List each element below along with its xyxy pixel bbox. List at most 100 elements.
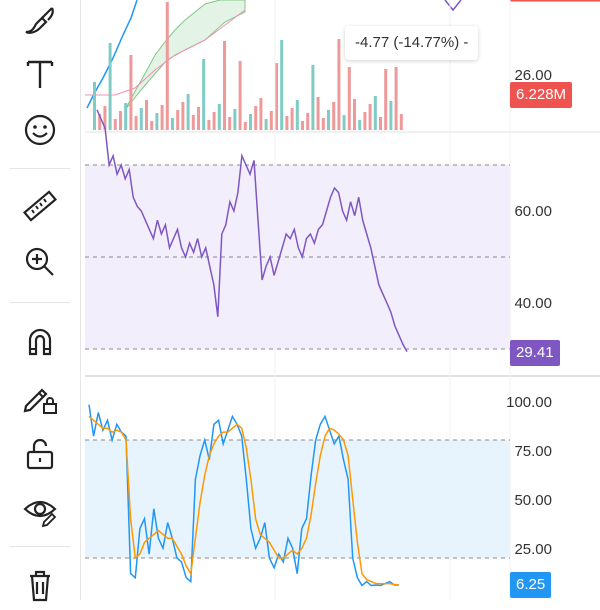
volume-bar [207,120,211,130]
stoch-levels [85,439,510,559]
volume-bar [145,100,148,130]
rsi-axis-label-60: 60.00 [514,203,552,220]
volume-bar [368,104,372,130]
volume-bar [191,115,195,130]
stoch-d-line [88,415,400,586]
ruler-icon [22,190,58,222]
volume-bar [389,101,393,130]
volume-bar [264,119,268,130]
moving-average-line [85,9,246,96]
chart-canvas[interactable] [85,0,600,600]
volume-bar [139,108,143,130]
volume-bar [243,122,247,130]
volume-bar [197,107,200,130]
volume-bar [103,106,107,130]
price-change-label: -4.77 (-14.77%) - [345,26,479,60]
rsi-line [96,109,408,353]
volume-bar [342,115,346,130]
volume-bar [321,118,325,130]
lock-drawing-tool-button[interactable] [14,372,66,424]
stoch-axis-label-75: 75.00 [514,443,552,460]
volume-bar [347,67,351,130]
emoji-tool-button[interactable] [14,104,66,156]
volume-bar [217,104,221,130]
volume-bar [399,114,403,130]
eye-icon [23,500,57,528]
chart-area[interactable]: -4.77 (-14.77%) - 26.00 6.228M 60.00 40.… [85,0,600,600]
stoch-band [85,440,510,558]
volume-bar [316,97,320,130]
volume-bar [269,111,273,130]
volume-bar [202,59,206,130]
delete-tool-button[interactable] [14,558,66,610]
volume-bar [155,113,159,130]
volume-bar [134,116,138,130]
volume-bar [259,98,263,130]
volume-bar [301,121,304,130]
volume-bar [275,63,278,130]
volume-bar [171,118,174,130]
stoch-axis-label-25: 25.00 [514,541,552,558]
toolbar-separator [10,302,70,303]
volume-bar [290,108,294,130]
volume-bar [254,106,258,130]
magnet-icon [28,328,52,356]
visibility-tool-button[interactable] [14,484,66,536]
volume-bar [384,69,388,130]
volume-bar [295,100,299,130]
drawing-toolbar [0,0,81,602]
unlock-icon [26,438,54,470]
volume-bar [108,43,112,130]
volume-bar [233,109,237,130]
volume-bar [93,82,96,130]
unlock-tool-button[interactable] [14,428,66,480]
ichimoku-cloud [124,0,246,111]
volume-bar [113,119,117,130]
volume-bar [249,114,252,130]
brush-tool-button[interactable] [14,0,66,46]
volume-bar [129,55,133,130]
rsi-axis-label-40: 40.00 [514,295,552,312]
volume-bar [176,110,180,130]
ruler-tool-button[interactable] [14,180,66,232]
volume-bar [186,94,190,130]
text-tool-button[interactable] [14,48,66,100]
trash-icon [30,570,50,602]
volume-bar [332,102,336,130]
volume-bars [93,2,403,130]
volume-bar [311,65,315,130]
text-icon [26,60,54,88]
toolbar-separator [10,168,70,169]
magnet-tool-button[interactable] [14,314,66,366]
volume-bar [150,121,154,130]
rsi-value-badge[interactable]: 29.41 [510,340,560,366]
rsi-levels [85,164,510,350]
volume-bar [119,111,122,130]
volume-bar [327,110,330,130]
stoch-axis-label-100: 100.00 [506,394,552,411]
volume-bar [124,103,128,130]
volume-bar [181,102,185,130]
volume-bar [373,96,377,130]
price-axis-label: 26.00 [514,67,552,84]
volume-bar [98,114,102,130]
volume-bar [394,67,398,130]
volume-bar [285,116,289,130]
lock-drawing-icon [23,388,57,414]
stoch-k-line [88,404,399,587]
volume-bar [160,105,164,130]
toolbar-separator [10,546,70,547]
volume-bar [353,99,356,130]
volume-bar [238,61,242,130]
zoom-in-icon [25,247,54,276]
volume-badge[interactable]: 6.228M [510,82,573,108]
brush-icon [25,7,54,34]
volume-bar [363,112,367,130]
volume-bar [337,39,341,130]
volume-bar [228,117,232,130]
zoom-tool-button[interactable] [14,236,66,288]
stoch-value-badge[interactable]: 6.25 [510,572,552,598]
stoch-axis-label-50: 50.00 [514,492,552,509]
volume-bar [165,2,169,130]
volume-bar [358,120,362,130]
